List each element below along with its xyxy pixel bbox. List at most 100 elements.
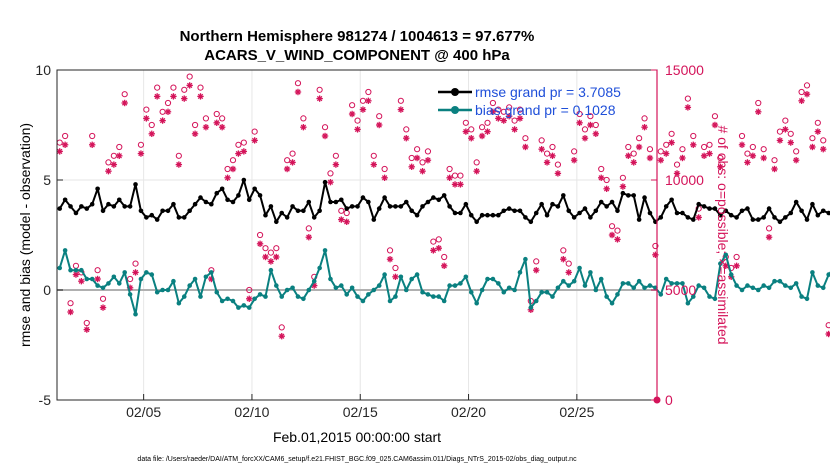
obs-possible-point bbox=[581, 126, 589, 133]
obs-assimilated-point bbox=[94, 275, 101, 283]
obs-assimilated-point bbox=[533, 267, 540, 274]
asterisk-stroke bbox=[84, 326, 90, 333]
asterisk-stroke bbox=[132, 269, 139, 276]
obs-assimilated-point bbox=[706, 150, 713, 157]
obs-possible-point bbox=[478, 124, 486, 131]
obs-possible-point bbox=[462, 119, 469, 126]
rmse-point bbox=[761, 215, 766, 220]
rmse-point bbox=[539, 201, 544, 207]
obs-assimilated-point bbox=[283, 165, 291, 173]
obs-possible-point bbox=[511, 117, 518, 124]
rmse-point bbox=[593, 208, 599, 214]
obs-assimilated-point bbox=[446, 174, 453, 181]
chart-title-line1: Northern Hemisphere 981274 / 1004613 = 9… bbox=[180, 28, 535, 45]
obs-possible-point bbox=[435, 236, 442, 243]
bias-point bbox=[95, 283, 100, 288]
y-tick-label-left: 0 bbox=[43, 282, 51, 298]
obs-assimilated-point bbox=[814, 128, 822, 135]
asterisk-stroke bbox=[663, 150, 669, 157]
obs-possible-point bbox=[170, 84, 177, 91]
asterisk-stroke bbox=[371, 161, 377, 168]
asterisk-stroke bbox=[403, 135, 409, 141]
obs-possible-point bbox=[587, 113, 594, 120]
obs-possible-point bbox=[327, 170, 334, 177]
asterisk-stroke bbox=[701, 153, 707, 159]
obs-possible-point bbox=[127, 275, 134, 283]
asterisk-stroke bbox=[625, 153, 631, 159]
asterisk-stroke bbox=[793, 157, 799, 163]
bias-point bbox=[89, 276, 95, 282]
bias-point bbox=[631, 285, 637, 291]
asterisk-stroke bbox=[224, 175, 231, 181]
obs-possible-point bbox=[197, 84, 204, 91]
obs-possible-point bbox=[251, 128, 258, 135]
obs-assimilated-point bbox=[625, 152, 632, 159]
rmse-point bbox=[382, 195, 387, 200]
bias-point bbox=[122, 270, 127, 275]
bias-point bbox=[669, 281, 674, 286]
bias-point bbox=[588, 270, 593, 275]
asterisk-stroke bbox=[360, 106, 366, 113]
rmse-point bbox=[409, 208, 414, 214]
asterisk-stroke bbox=[78, 278, 85, 284]
obs-assimilated-point bbox=[516, 115, 524, 122]
bias-point bbox=[604, 294, 609, 299]
obs-possible-point bbox=[262, 245, 269, 252]
obs-possible-point bbox=[284, 157, 291, 164]
asterisk-stroke bbox=[798, 98, 805, 104]
obs-assimilated-point bbox=[251, 137, 258, 144]
bias-point bbox=[209, 270, 214, 275]
asterisk-stroke bbox=[717, 164, 724, 170]
obs-assimilated-point bbox=[386, 256, 394, 263]
obs-possible-point bbox=[652, 242, 659, 250]
asterisk-stroke bbox=[522, 144, 529, 150]
rmse-point bbox=[810, 201, 815, 207]
obs-possible-point bbox=[543, 150, 551, 157]
obs-assimilated-point bbox=[755, 108, 762, 115]
obs-possible-point bbox=[684, 95, 691, 102]
obs-possible-point bbox=[105, 159, 112, 166]
obs-possible-point bbox=[608, 223, 616, 230]
obs-assimilated-point bbox=[787, 139, 794, 146]
asterisk-stroke bbox=[316, 95, 323, 102]
bias-point bbox=[458, 281, 463, 286]
bias-point bbox=[826, 272, 830, 277]
obs-possible-point bbox=[213, 110, 220, 118]
asterisk-stroke bbox=[733, 263, 740, 269]
rmse-point bbox=[209, 201, 214, 207]
rmse-point bbox=[620, 190, 626, 196]
bias-line bbox=[58, 249, 830, 316]
asterisk-stroke bbox=[614, 236, 621, 243]
obs-assimilated-point bbox=[197, 93, 204, 100]
asterisk-stroke bbox=[641, 124, 648, 130]
obs-possible-point bbox=[305, 225, 312, 232]
asterisk-stroke bbox=[820, 146, 826, 152]
rmse-point bbox=[176, 215, 182, 220]
asterisk-stroke bbox=[246, 296, 252, 302]
bias-point bbox=[154, 289, 160, 295]
obs-assimilated-point bbox=[316, 95, 323, 102]
obs-possible-point bbox=[419, 159, 426, 166]
bias-point bbox=[127, 292, 133, 297]
asterisk-stroke bbox=[365, 98, 372, 104]
asterisk-stroke bbox=[262, 254, 269, 260]
bias-point bbox=[539, 289, 544, 295]
obs-possible-point bbox=[191, 121, 199, 129]
bias-series bbox=[57, 248, 830, 317]
asterisk-stroke bbox=[695, 214, 702, 221]
obs-possible-point bbox=[560, 247, 567, 254]
asterisk-stroke bbox=[111, 161, 117, 168]
obs-possible-point bbox=[657, 148, 664, 155]
chart-title-line2: ACARS_V_WIND_COMPONENT @ 400 hPa bbox=[204, 47, 510, 64]
obs-possible-point bbox=[489, 99, 497, 107]
bias-point bbox=[620, 281, 626, 286]
obs-possible-point bbox=[202, 115, 210, 122]
asterisk-stroke bbox=[344, 219, 350, 225]
rmse-point bbox=[387, 204, 393, 209]
bias-point bbox=[452, 283, 458, 288]
bias-point bbox=[555, 285, 561, 291]
bias-point bbox=[84, 276, 90, 282]
rmse-point bbox=[230, 199, 236, 205]
bias-point bbox=[788, 285, 794, 291]
